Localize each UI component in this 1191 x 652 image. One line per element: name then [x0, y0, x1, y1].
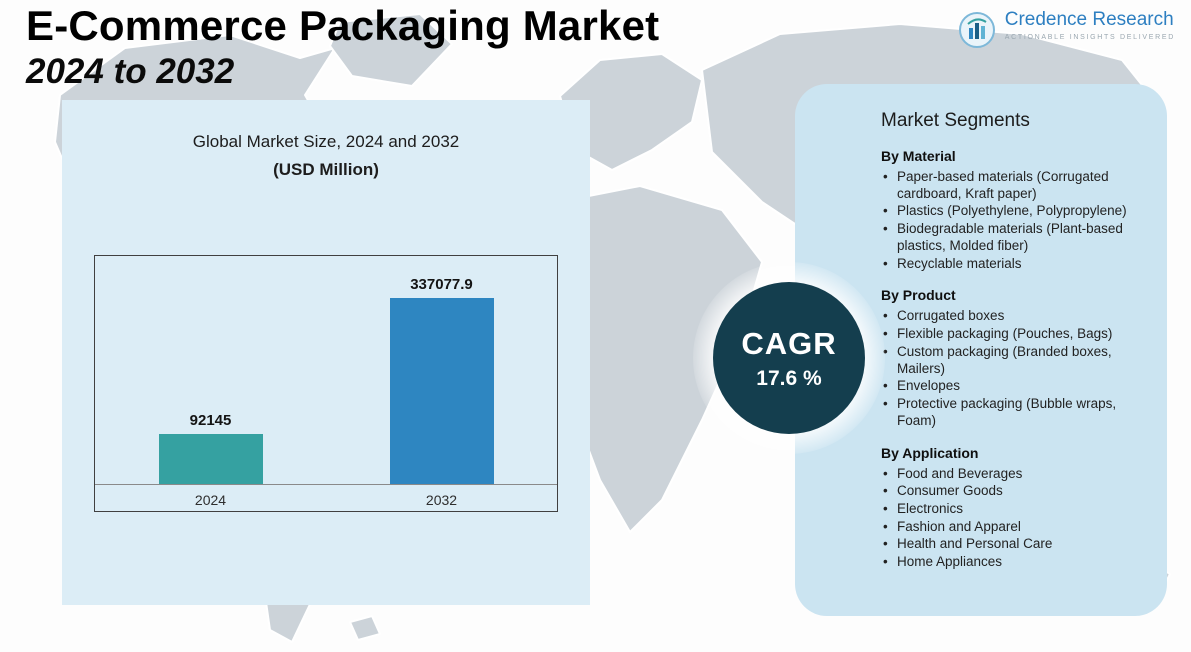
bullet-icon: • — [883, 483, 888, 499]
chart-title: Global Market Size, 2024 and 2032 (USD M… — [62, 132, 590, 180]
bar-value-2032: 337077.9 — [410, 276, 473, 293]
segment-group: By Application • Food and Beverages • Co… — [881, 445, 1143, 571]
segment-item: • Paper-based materials (Corrugated card… — [881, 169, 1143, 202]
segment-item: • Health and Personal Care — [881, 536, 1143, 553]
segment-item-label: Paper-based materials (Corrugated cardbo… — [897, 169, 1109, 201]
segment-item: • Electronics — [881, 501, 1143, 518]
cagr-label: CAGR — [741, 325, 837, 361]
segment-group-items: • Corrugated boxes • Flexible packaging … — [881, 308, 1143, 429]
segment-item-label: Consumer Goods — [897, 483, 1003, 499]
x-axis-labels: 2024 2032 — [95, 492, 557, 508]
page-title: E-Commerce Packaging Market — [26, 2, 660, 49]
segment-item: • Custom packaging (Branded boxes, Maile… — [881, 344, 1143, 377]
bullet-icon: • — [883, 326, 888, 342]
segments-groups: By Material • Paper-based materials (Cor… — [881, 148, 1143, 571]
logo-text: Credence Research Actionable Insights De… — [1004, 9, 1175, 41]
bar-column-2024: 92145 — [95, 276, 326, 485]
segment-item: • Biodegradable materials (Plant-based p… — [881, 221, 1143, 254]
bullet-icon: • — [883, 221, 888, 237]
segment-item: • Fashion and Apparel — [881, 519, 1143, 536]
credence-logo-icon — [958, 12, 995, 48]
segment-item-label: Recyclable materials — [897, 255, 1022, 271]
segment-item-label: Home Appliances — [897, 554, 1003, 570]
segment-group: By Product • Corrugated boxes • Flexible… — [881, 287, 1143, 429]
segment-item-label: Electronics — [897, 501, 964, 517]
header: E-Commerce Packaging Market 2024 to 2032 — [26, 2, 659, 92]
bullet-icon: • — [883, 501, 888, 517]
segment-item: • Recyclable materials — [881, 256, 1143, 273]
segment-item-label: Fashion and Apparel — [897, 518, 1021, 534]
bullet-icon: • — [883, 378, 888, 394]
cagr-value: 17.6 % — [756, 366, 822, 390]
chart-title-line2: (USD Million) — [273, 160, 379, 179]
segment-item-label: Flexible packaging (Pouches, Bags) — [897, 326, 1113, 342]
credence-research-logo: Credence Research Actionable Insights De… — [957, 9, 1175, 50]
segment-item-label: Plastics (Polyethylene, Polypropylene) — [897, 203, 1127, 219]
segment-group-heading: By Application — [881, 444, 979, 461]
segment-item: • Protective packaging (Bubble wraps, Fo… — [881, 396, 1143, 429]
logo-tagline: Actionable Insights Delivered — [1004, 33, 1175, 41]
cagr-badge: CAGR 17.6 % — [693, 262, 885, 454]
bullet-icon: • — [883, 255, 888, 271]
segment-item: • Home Appliances — [881, 554, 1143, 571]
segment-item-label: Food and Beverages — [897, 465, 1023, 481]
segment-item-label: Protective packaging (Bubble wraps, Foam… — [897, 396, 1117, 428]
bar-column-2032: 337077.9 — [326, 276, 557, 485]
segments-title: Market Segments — [881, 110, 1030, 131]
bar-2024 — [158, 434, 263, 485]
segment-item-label: Health and Personal Care — [897, 536, 1053, 552]
segment-item: • Food and Beverages — [881, 466, 1143, 483]
segment-item-label: Envelopes — [897, 378, 961, 394]
segment-group-heading: By Material — [881, 148, 956, 164]
bullet-icon: • — [883, 169, 888, 184]
bar-2032 — [389, 298, 494, 485]
segment-item: • Corrugated boxes — [881, 308, 1143, 325]
chart-panel: Global Market Size, 2024 and 2032 (USD M… — [62, 100, 590, 605]
segment-item: • Consumer Goods — [881, 483, 1143, 500]
segment-group-items: • Paper-based materials (Corrugated card… — [881, 169, 1143, 272]
x-tick-2024: 2024 — [194, 492, 227, 508]
segment-group: By Material • Paper-based materials (Cor… — [881, 148, 1143, 272]
x-axis-line — [95, 484, 557, 485]
bullet-icon: • — [883, 536, 888, 552]
bullet-icon: • — [883, 554, 888, 570]
segment-item-label: Custom packaging (Branded boxes, Mailers… — [897, 343, 1112, 376]
segment-item: • Plastics (Polyethylene, Polypropylene) — [881, 203, 1143, 220]
bullet-icon: • — [883, 465, 888, 481]
cagr-circle: CAGR 17.6 % — [713, 282, 865, 434]
bar-chart: 92145 337077.9 2024 2032 — [94, 255, 558, 512]
x-tick-2032: 2032 — [425, 492, 458, 508]
bullet-icon: • — [883, 343, 888, 359]
bars-area: 92145 337077.9 — [95, 276, 557, 485]
segment-group-items: • Food and Beverages • Consumer Goods • … — [881, 466, 1143, 571]
page-subtitle: 2024 to 2032 — [26, 52, 235, 91]
segment-item: • Envelopes — [881, 378, 1143, 395]
segment-item-label: Corrugated boxes — [897, 308, 1005, 324]
chart-title-line1: Global Market Size, 2024 and 2032 — [192, 132, 460, 151]
bullet-icon: • — [883, 308, 888, 324]
segment-item: • Flexible packaging (Pouches, Bags) — [881, 326, 1143, 343]
bullet-icon: • — [883, 203, 888, 219]
logo-name: Credence Research — [1004, 9, 1174, 30]
bullet-icon: • — [883, 518, 888, 534]
bar-value-2024: 92145 — [189, 412, 232, 429]
segment-item-label: Biodegradable materials (Plant-based pla… — [897, 221, 1123, 253]
segment-group-heading: By Product — [881, 287, 956, 304]
bullet-icon: • — [883, 396, 888, 412]
